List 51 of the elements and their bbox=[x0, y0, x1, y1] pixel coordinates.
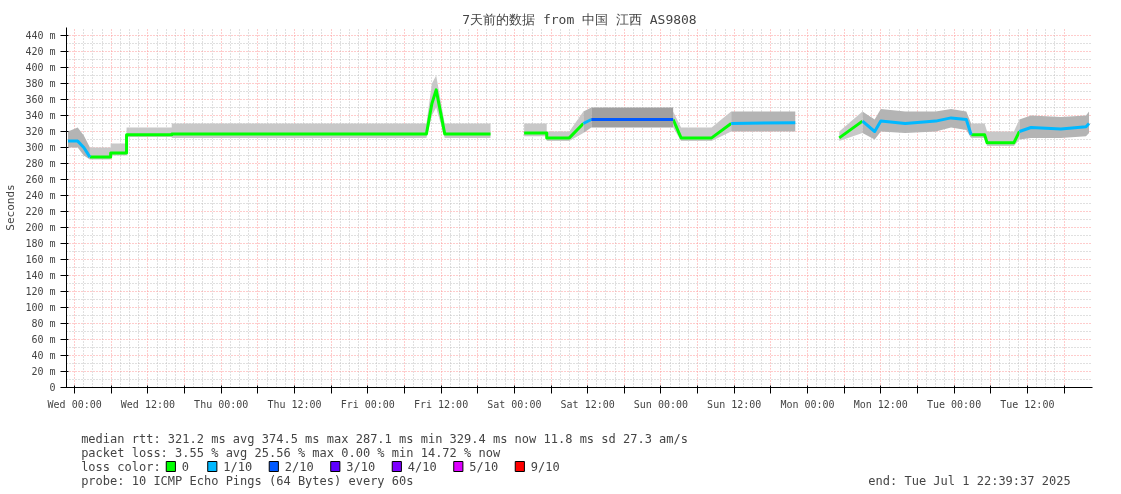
chart-title: 7天前的数据 from 中国 江西 AS9808 bbox=[462, 11, 697, 27]
y-tick-label: 140 m bbox=[25, 270, 56, 281]
legend-label: 1/10 bbox=[223, 459, 253, 474]
x-tick-label: Wed 00:00 bbox=[47, 398, 102, 410]
text: median rtt: 321.2 ms avg 374.5 ms max 287.1 ms min 329.4 ms now 11.8 ms sd 27.3 am/s bbox=[81, 431, 689, 446]
x-tick-label: Tue 12:00 bbox=[1000, 398, 1055, 410]
y-tick-label: 340 m bbox=[25, 110, 56, 121]
y-tick-label: 0 bbox=[49, 382, 56, 393]
y-tick-label: 120 m bbox=[25, 286, 56, 297]
legend-label: 2/10 bbox=[284, 459, 314, 474]
legend-label: 4/10 bbox=[407, 459, 437, 474]
x-tick-label: Thu 12:00 bbox=[267, 398, 322, 410]
legend-label: 3/10 bbox=[346, 459, 376, 474]
x-tick-label: Mon 00:00 bbox=[780, 398, 835, 410]
legend-label: 5/10 bbox=[469, 459, 499, 474]
y-tick-label: 100 m bbox=[25, 302, 56, 313]
y-tick-label: 360 m bbox=[25, 94, 56, 105]
y-tick-label: 300 m bbox=[25, 142, 56, 153]
y-tick-label: 160 m bbox=[25, 254, 56, 265]
y-tick-label: 220 m bbox=[25, 206, 56, 217]
text: packet loss: 3.55 % avg 25.56 % max 0.00 % min 14.72 % now bbox=[81, 445, 501, 460]
y-tick-label: 180 m bbox=[25, 238, 56, 249]
x-tick-label: Fri 00:00 bbox=[340, 398, 395, 410]
y-tick-label: 20 m bbox=[31, 366, 56, 377]
legend-title: loss color: bbox=[81, 459, 161, 474]
y-tick-label: 80 m bbox=[31, 318, 56, 329]
x-tick-label: Sat 00:00 bbox=[487, 398, 542, 410]
y-tick-label: 240 m bbox=[25, 190, 56, 201]
x-tick-label: Sun 00:00 bbox=[633, 398, 689, 410]
y-tick-label: 260 m bbox=[25, 174, 56, 185]
y-tick-label: 440 m bbox=[25, 30, 56, 41]
y-axis-title: Seconds bbox=[4, 184, 18, 231]
legend-label: 9/10 bbox=[530, 459, 560, 474]
y-tick-label: 400 m bbox=[25, 62, 56, 73]
y-tick-label: 60 m bbox=[31, 334, 56, 345]
y-tick-label: 420 m bbox=[25, 46, 56, 57]
y-tick-label: 40 m bbox=[31, 350, 56, 361]
x-tick-label: Thu 00:00 bbox=[194, 398, 249, 410]
x-tick-label: Tue 00:00 bbox=[926, 398, 982, 410]
x-tick-label: Mon 12:00 bbox=[853, 398, 908, 410]
x-tick-label: Sun 12:00 bbox=[707, 398, 762, 410]
text: end: Tue Jul 1 22:39:37 2025 bbox=[868, 473, 1071, 488]
y-tick-label: 280 m bbox=[25, 158, 56, 169]
x-tick-label: Wed 12:00 bbox=[120, 398, 176, 410]
text: probe: 10 ICMP Echo Pings (64 Bytes) every 60s bbox=[81, 473, 414, 488]
y-tick-label: 200 m bbox=[25, 222, 56, 233]
legend-label: 0 bbox=[181, 460, 190, 474]
x-tick-label: Sat 12:00 bbox=[560, 398, 615, 410]
x-tick-label: Fri 12:00 bbox=[413, 398, 469, 410]
y-tick-label: 320 m bbox=[25, 126, 56, 137]
y-tick-label: 380 m bbox=[25, 78, 56, 89]
